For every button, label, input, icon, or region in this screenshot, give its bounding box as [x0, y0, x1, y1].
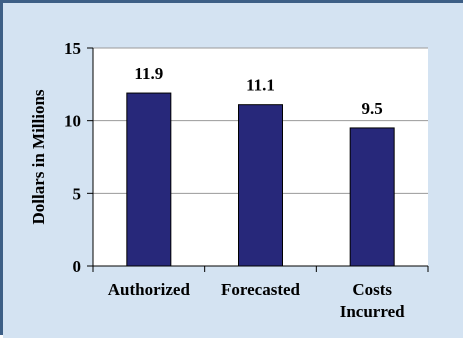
data-label: 11.1 [246, 76, 275, 95]
y-tick-label: 5 [73, 184, 82, 203]
y-tick-label: 0 [73, 257, 82, 276]
bar [126, 92, 172, 267]
y-axis-title: Dollars in Millions [29, 89, 48, 224]
bar-chart: 0 5 10 15 11.9 Authorized 11.1 Forecasted 9.5 Cos… [3, 3, 463, 338]
x-category-label: Costs Incurred [340, 280, 405, 321]
y-tick-label: 10 [64, 112, 81, 131]
bar [238, 104, 283, 267]
y-tick-label: 15 [64, 39, 81, 58]
bars [126, 92, 395, 267]
data-label: 9.5 [362, 99, 383, 118]
labels: 0 5 10 15 11.9 Authorized 11.1 Forecasted 9.5 Cos… [64, 39, 405, 321]
bar [349, 127, 395, 267]
x-category-label: Forecasted [221, 280, 301, 299]
data-label: 11.9 [134, 64, 163, 83]
x-category-label: Authorized [108, 280, 191, 299]
axes [87, 47, 429, 272]
